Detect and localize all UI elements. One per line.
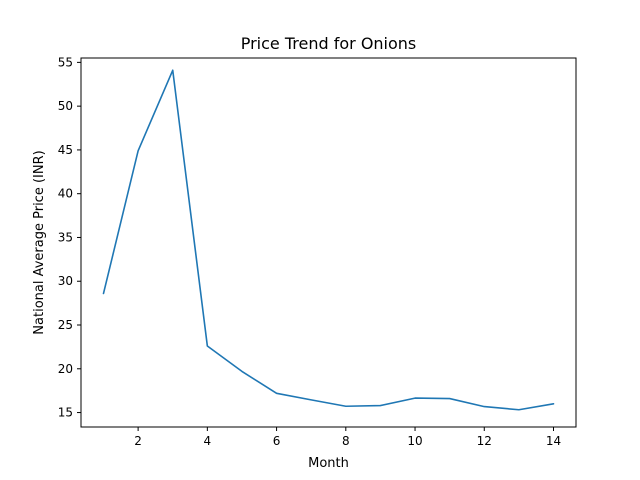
- x-axis-label: Month: [308, 456, 349, 471]
- y-axis-ticks: 15 20 25 30 35 40 45 50 55: [58, 55, 81, 420]
- y-tick-label: 35: [58, 230, 73, 244]
- x-tick-label: 10: [407, 434, 422, 448]
- y-tick-label: 50: [58, 99, 73, 113]
- series-layer: [102, 69, 555, 411]
- chart-title: Price Trend for Onions: [241, 34, 417, 53]
- x-tick-label: 8: [342, 434, 350, 448]
- y-axis-label: National Average Price (INR): [32, 150, 47, 334]
- y-tick-label: 45: [58, 143, 73, 157]
- y-tick-label: 30: [58, 274, 73, 288]
- x-tick-label: 14: [546, 434, 561, 448]
- y-tick-label: 25: [58, 318, 73, 332]
- plot-frame: [80, 57, 577, 428]
- y-tick-label: 20: [58, 362, 73, 376]
- x-tick-label: 12: [477, 434, 492, 448]
- x-tick-label: 6: [273, 434, 281, 448]
- y-tick-label: 55: [58, 55, 73, 69]
- x-axis-ticks: 2 4 6 8 10 12 14: [134, 427, 561, 448]
- series-line: [102, 69, 555, 411]
- x-tick-label: 2: [134, 434, 142, 448]
- x-tick-label: 4: [204, 434, 212, 448]
- y-tick-label: 15: [58, 406, 73, 420]
- y-tick-label: 40: [58, 187, 73, 201]
